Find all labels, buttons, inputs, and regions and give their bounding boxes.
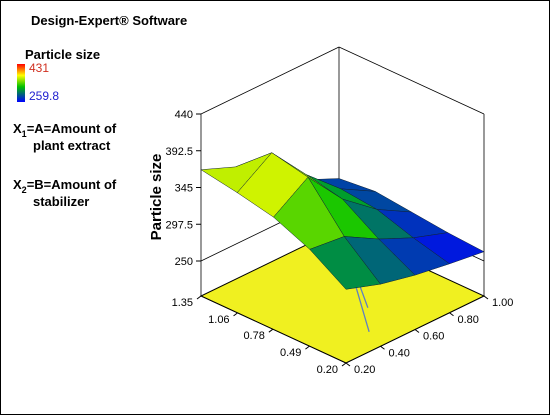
y-tick bbox=[483, 295, 489, 300]
factor-label: plant extract bbox=[33, 138, 111, 153]
y-tick bbox=[380, 345, 385, 350]
factor-label: stabilizer bbox=[33, 194, 89, 209]
legend-min: 259.8 bbox=[29, 89, 59, 103]
z-tick-label: 345 bbox=[175, 183, 193, 195]
surface-patch bbox=[309, 236, 381, 290]
legend-max: 431 bbox=[29, 61, 49, 75]
y-tick-label: 0.40 bbox=[389, 347, 410, 359]
y-tick bbox=[449, 312, 454, 317]
legend-bar bbox=[17, 64, 25, 102]
z-tick-label: 297.5 bbox=[165, 219, 193, 231]
z-tick-label: 392.5 bbox=[165, 146, 193, 158]
z-axis-title: Particle size bbox=[148, 154, 165, 241]
y-tick bbox=[345, 362, 351, 367]
x-tick-label: 1.06 bbox=[208, 314, 229, 326]
y-tick bbox=[414, 329, 420, 333]
y-tick-label: 1.00 bbox=[492, 297, 513, 309]
y-tick-label: 0.80 bbox=[458, 314, 479, 326]
z-tick-label: 440 bbox=[175, 109, 193, 121]
z-tick-label: 250 bbox=[175, 256, 193, 268]
app-title: Design-Expert® Software bbox=[31, 13, 187, 28]
x-tick bbox=[196, 295, 202, 300]
factor-label: X1=A=Amount of bbox=[13, 121, 117, 139]
x-tick-label: 0.78 bbox=[243, 330, 264, 342]
x-tick bbox=[268, 328, 274, 333]
x-tick bbox=[233, 312, 238, 317]
legend-title: Particle size bbox=[25, 47, 100, 62]
x-tick bbox=[341, 362, 347, 367]
y-tick-label: 0.20 bbox=[354, 364, 375, 376]
box-edge bbox=[200, 46, 340, 115]
box-edge bbox=[338, 46, 485, 115]
factor-label: X2=B=Amount of bbox=[13, 177, 117, 195]
y-tick-label: 0.60 bbox=[423, 331, 444, 343]
x-tick bbox=[305, 345, 310, 350]
x-tick-label: 0.20 bbox=[317, 364, 338, 376]
x-tick-label: 0.49 bbox=[280, 347, 301, 359]
box-edge bbox=[200, 295, 347, 364]
x-tick-label: 1.35 bbox=[172, 297, 193, 309]
